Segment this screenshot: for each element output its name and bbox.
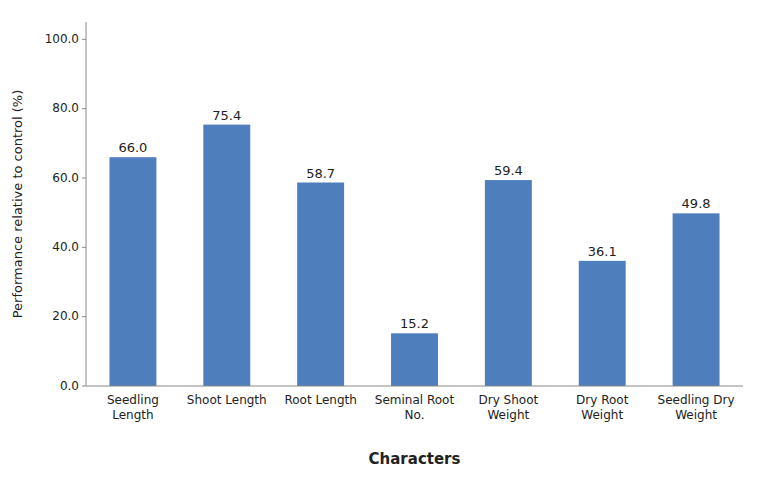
x-tick-label: Shoot Length [187, 393, 267, 407]
data-label: 59.4 [494, 163, 523, 178]
bars [109, 125, 719, 386]
chart: 66.0 75.4 58.7 15.2 59.4 36.1 49.8 0.0 20.0 40.0 6… [0, 0, 765, 490]
bar [391, 333, 438, 386]
y-tick-label: 20.0 [52, 309, 79, 323]
bar [297, 183, 344, 386]
y-tick [82, 316, 86, 317]
bar [673, 213, 720, 386]
x-axis-line [86, 386, 743, 387]
y-tick-label: 80.0 [52, 101, 79, 115]
x-tick-label-line: Dry Shoot [479, 393, 539, 407]
x-tick-label-line: Dry Root [576, 393, 629, 407]
data-label: 49.8 [682, 196, 711, 211]
bar [485, 180, 532, 386]
x-tick-label-line: Length [112, 408, 153, 422]
data-label: 36.1 [588, 244, 617, 259]
x-tick-label-line: Weight [487, 408, 529, 422]
y-tick [82, 178, 86, 179]
y-tick [82, 108, 86, 109]
x-tick-label-line: Weight [581, 408, 623, 422]
x-tick-label-line: Root Length [284, 393, 356, 407]
x-tick-label-line: Seedling [107, 393, 159, 407]
data-label: 58.7 [306, 166, 335, 181]
x-tick-label: Dry ShootWeight [479, 393, 539, 422]
bar [579, 261, 626, 386]
bar [203, 125, 250, 386]
x-tick-label: Seedling DryWeight [658, 393, 735, 422]
y-tick-label: 0.0 [60, 379, 79, 393]
x-tick-label: Dry RootWeight [576, 393, 629, 422]
x-tick-label-line: Seminal Root [375, 393, 455, 407]
x-tick-label-line: Seedling Dry [658, 393, 735, 407]
y-tick [82, 247, 86, 248]
x-tick-label: Seminal RootNo. [375, 393, 455, 422]
y-tick [82, 39, 86, 40]
x-tick-label-line: Shoot Length [187, 393, 267, 407]
y-axis-label: Performance relative to control (%) [10, 90, 25, 319]
y-tick-label: 100.0 [45, 32, 79, 46]
x-tick-label: SeedlingLength [107, 393, 159, 422]
bar [109, 157, 156, 386]
data-label: 66.0 [118, 140, 147, 155]
y-tick [82, 386, 86, 387]
x-tick-label: Root Length [284, 393, 356, 407]
x-axis-label: Characters [369, 450, 461, 468]
data-label: 15.2 [400, 316, 429, 331]
data-label: 75.4 [212, 108, 241, 123]
y-tick-label: 60.0 [52, 171, 79, 185]
y-axis-line [86, 22, 87, 386]
y-tick-label: 40.0 [52, 240, 79, 254]
x-tick-label-line: Weight [675, 408, 717, 422]
x-tick-label-line: No. [405, 408, 425, 422]
